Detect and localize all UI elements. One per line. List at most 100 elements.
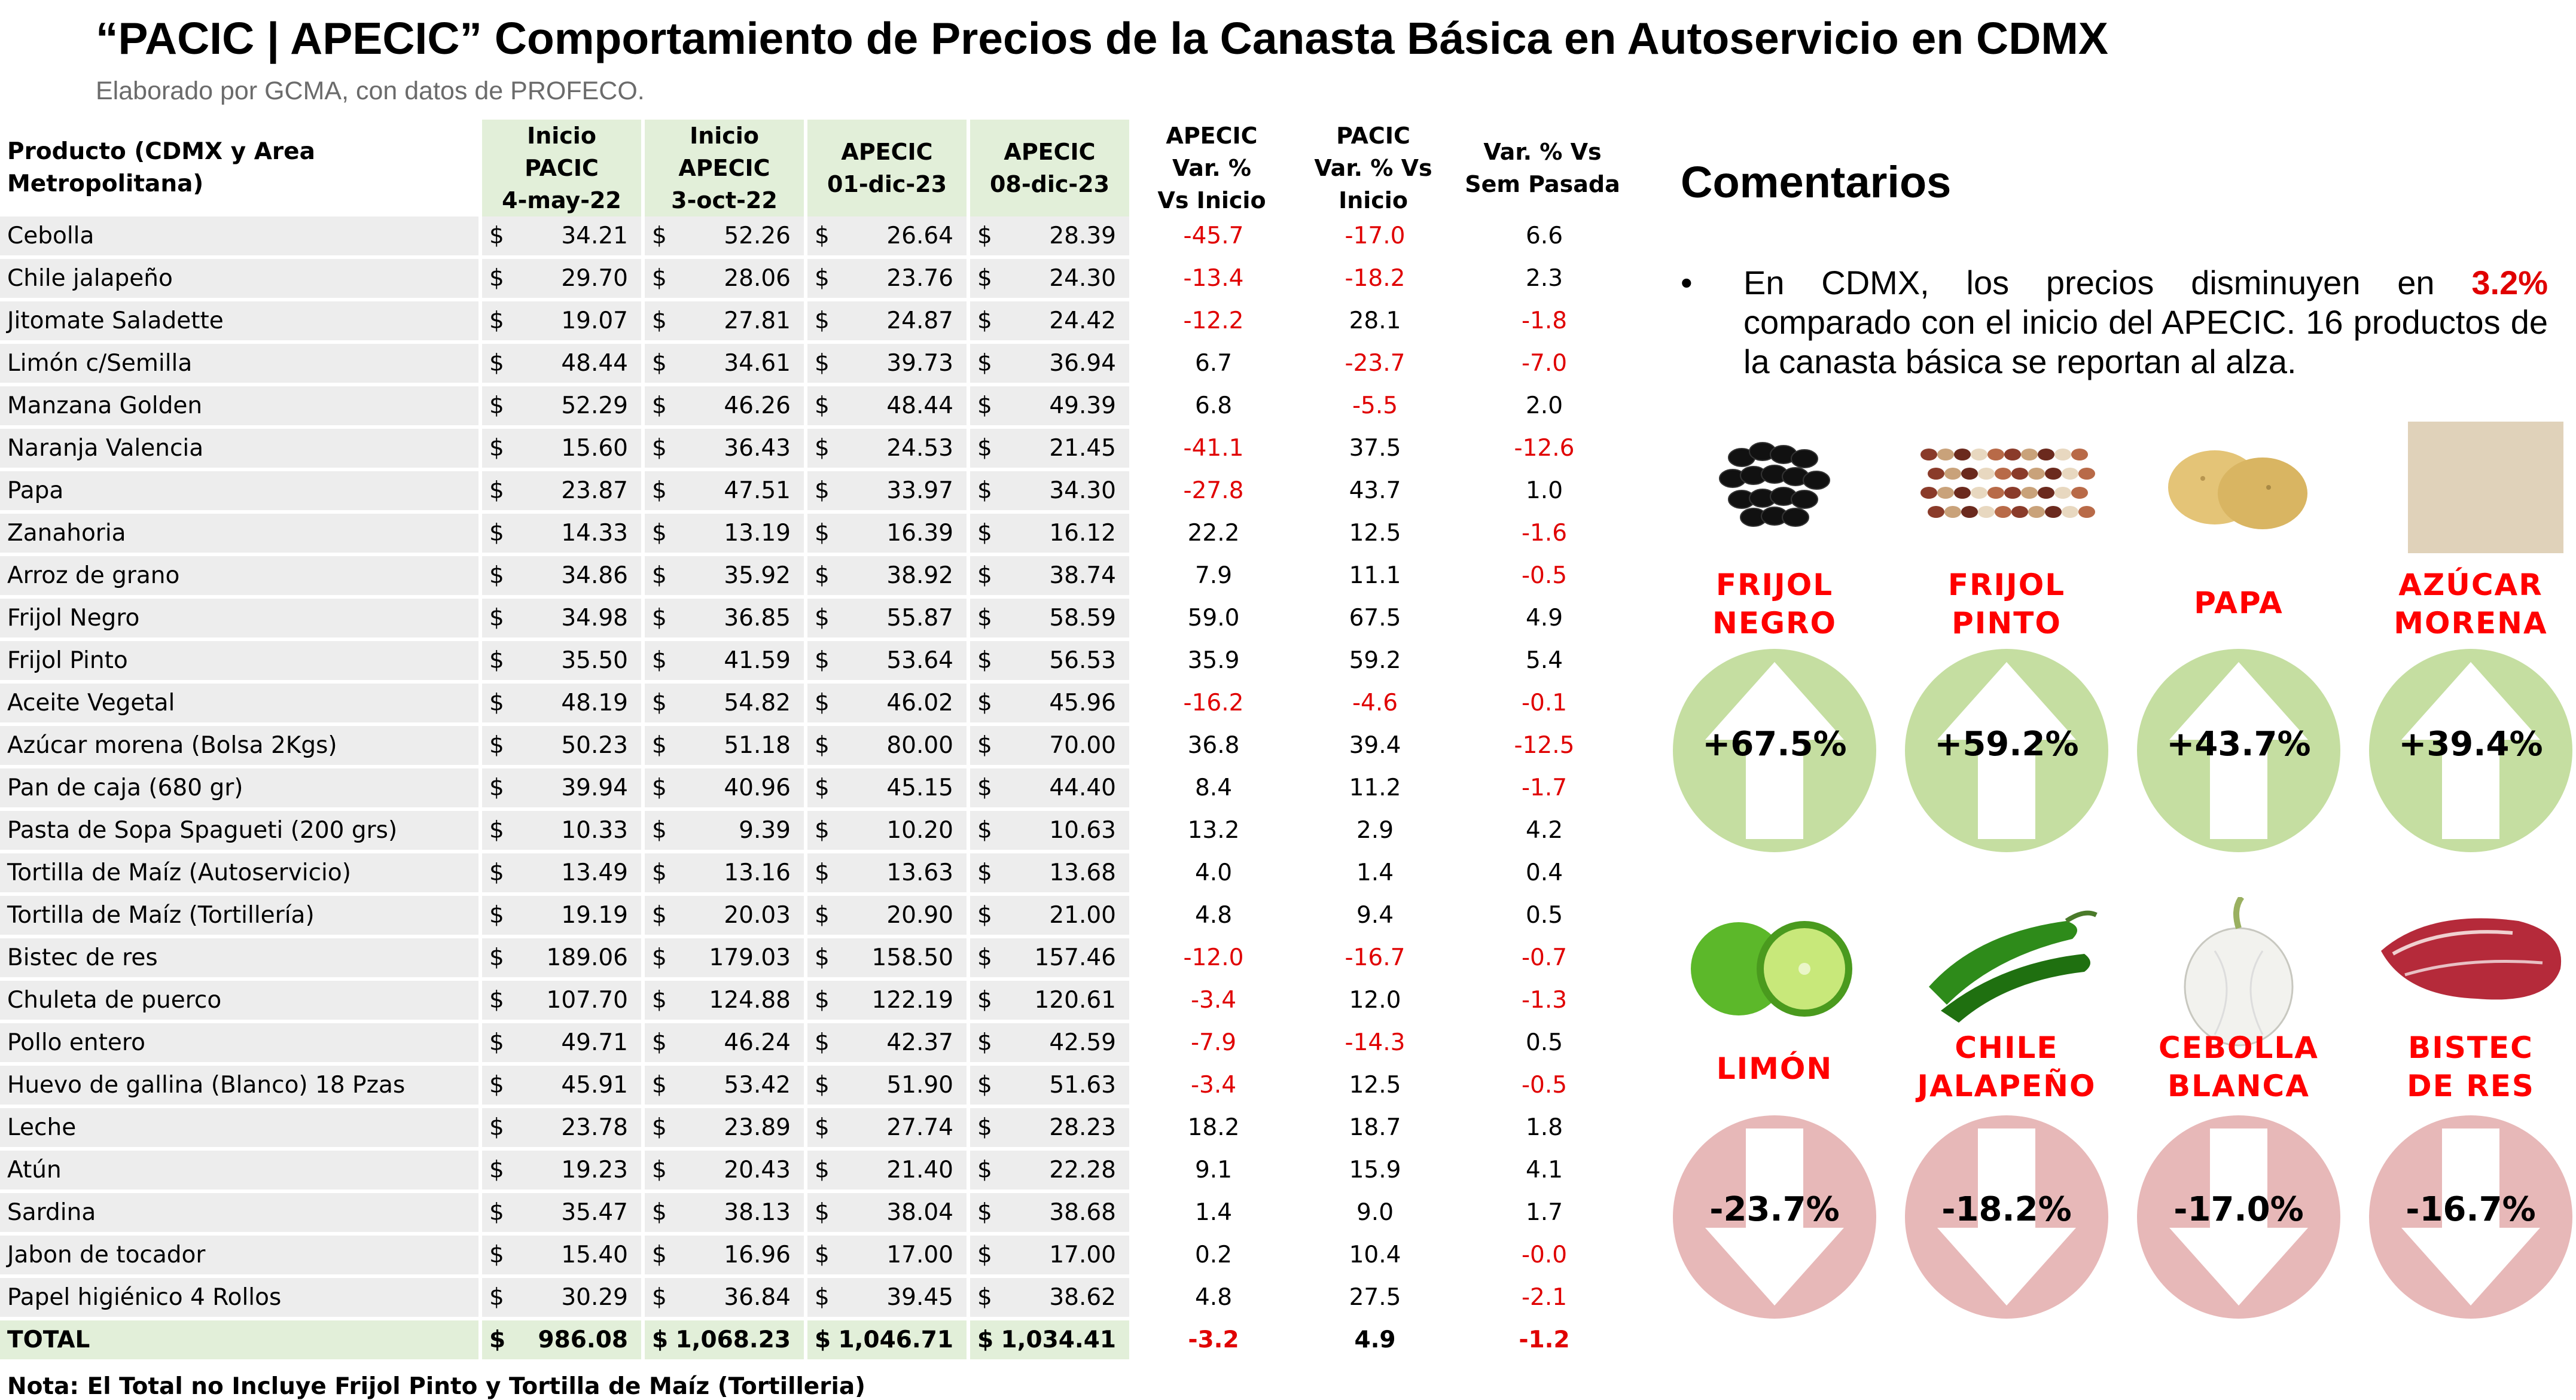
currency-symbol: $ (652, 1029, 667, 1056)
brown-sugar-icon (2369, 422, 2572, 559)
currency-symbol: $ (977, 477, 992, 504)
price-value: 17.00 (1049, 1242, 1116, 1268)
price-cell: $48.44 (482, 344, 645, 386)
currency-symbol: $ (815, 265, 830, 292)
price-value: 58.59 (1049, 605, 1116, 632)
price-value: 26.64 (886, 222, 953, 249)
price-value: 36.84 (724, 1284, 791, 1311)
price-value: 34.86 (561, 562, 628, 589)
product-cell: Limón c/Semilla (0, 344, 482, 386)
price-cell: $48.44 (807, 386, 970, 429)
percent-cell: 59.2 (1294, 641, 1456, 684)
currency-symbol: $ (815, 1199, 830, 1226)
percent-cell: 9.4 (1294, 896, 1456, 938)
price-value: 49.71 (561, 1029, 628, 1056)
label-line: PINTO (1952, 606, 2062, 640)
price-cell: $23.76 (807, 259, 970, 301)
comment-text: En CDMX, los precios disminuyen en 3.2% … (1743, 263, 2548, 382)
price-value: 21.00 (1049, 902, 1116, 929)
currency-symbol: $ (815, 859, 830, 886)
price-cell: $16.96 (645, 1236, 807, 1278)
price-cell: $28.39 (970, 216, 1133, 259)
currency-symbol: $ (977, 1242, 992, 1268)
header-sem-var: Var. % Vs Sem Pasada (1456, 120, 1633, 216)
total-row: TOTAL $986.08 $1,068.23 $1,046.71 $1,034.41-… (0, 1320, 1633, 1363)
percent-cell: 0.5 (1456, 896, 1633, 938)
price-value: 107.70 (546, 987, 628, 1014)
price-cell: $34.98 (482, 599, 645, 641)
percent-cell: 1.8 (1456, 1108, 1633, 1151)
price-cell: $33.97 (807, 471, 970, 514)
onion-icon (2137, 895, 2340, 1053)
decrease-badge: -23.7% (1673, 1115, 1876, 1319)
price-cell: $15.40 (482, 1236, 645, 1278)
percent-cell: -14.3 (1294, 1023, 1456, 1066)
header-line: PACIC (525, 155, 599, 181)
price-value: 51.18 (724, 732, 791, 759)
percent-cell: 4.8 (1133, 1278, 1294, 1320)
price-value: 34.61 (724, 350, 791, 377)
price-cell: $45.96 (970, 684, 1133, 726)
price-cell: $38.13 (645, 1193, 807, 1236)
product-highlight-label: CHILE JALAPEÑO (1905, 1029, 2108, 1105)
percent-cell: -1.3 (1456, 981, 1633, 1023)
currency-symbol: $ (977, 265, 992, 292)
price-value: 27.81 (724, 307, 791, 334)
table-body: Cebolla $34.21 $52.26 $26.64 $28.39 -45.7 -17.… (0, 216, 1633, 1363)
price-value: 41.59 (724, 647, 791, 674)
price-value: 38.04 (886, 1199, 953, 1226)
header-inicio-pacic: Inicio PACIC 4-may-22 (482, 120, 645, 216)
currency-symbol: $ (815, 1029, 830, 1056)
price-value: 20.90 (886, 902, 953, 929)
down-arrow-icon (2401, 1128, 2540, 1306)
currency-symbol: $ (815, 647, 830, 674)
price-cell: $52.29 (482, 386, 645, 429)
price-cell: $28.06 (645, 259, 807, 301)
price-cell: $158.50 (807, 938, 970, 981)
label-line: FRIJOL (1947, 568, 2066, 602)
price-value: 21.40 (886, 1157, 953, 1184)
price-cell: $28.23 (970, 1108, 1133, 1151)
product-cell: Pasta de Sopa Spagueti (200 grs) (0, 811, 482, 853)
price-value: 45.96 (1049, 690, 1116, 716)
currency-symbol: $ (977, 647, 992, 674)
price-value: 13.19 (724, 520, 791, 547)
percent-cell: 7.9 (1133, 556, 1294, 599)
price-value: 19.07 (561, 307, 628, 334)
price-value: 9.39 (739, 817, 791, 844)
product-highlight-label: LIMÓN (1673, 1050, 1876, 1088)
price-value: 28.23 (1049, 1114, 1116, 1141)
percent-cell: 11.2 (1294, 768, 1456, 811)
percent-cell: -5.5 (1294, 386, 1456, 429)
bullet: • (1681, 264, 1693, 301)
currency-symbol: $ (815, 392, 830, 419)
price-value: 54.82 (724, 690, 791, 716)
currency-symbol: $ (977, 1326, 994, 1353)
currency-symbol: $ (489, 902, 504, 929)
price-cell: $13.63 (807, 853, 970, 896)
currency-symbol: $ (977, 222, 992, 249)
price-value: 23.76 (886, 265, 953, 292)
header-apecic-08dic: APECIC 08-dic-23 (970, 120, 1133, 216)
table-row: Jitomate Saladette $19.07 $27.81 $24.87 $24.… (0, 301, 1633, 344)
currency-symbol: $ (815, 435, 830, 462)
label-line: DE RES (2407, 1069, 2535, 1103)
price-value: 1,068.23 (675, 1326, 791, 1353)
price-value: 158.50 (871, 944, 953, 971)
price-value: 51.90 (886, 1072, 953, 1099)
table-header-row: Producto (CDMX y Area Metropolitana) Ini… (0, 120, 1633, 216)
currency-symbol: $ (489, 774, 504, 801)
price-value: 46.24 (724, 1029, 791, 1056)
product-highlight-label: CEBOLLA BLANCA (2137, 1029, 2340, 1105)
currency-symbol: $ (815, 222, 830, 249)
price-value: 39.45 (886, 1284, 953, 1311)
price-cell: $49.71 (482, 1023, 645, 1066)
price-cell: $45.15 (807, 768, 970, 811)
product-cell: Aceite Vegetal (0, 684, 482, 726)
price-cell: $38.62 (970, 1278, 1133, 1320)
price-value: 55.87 (886, 605, 953, 632)
price-cell: $36.85 (645, 599, 807, 641)
price-cell: $24.30 (970, 259, 1133, 301)
percent-cell: 39.4 (1294, 726, 1456, 768)
percent-cell: 6.8 (1133, 386, 1294, 429)
